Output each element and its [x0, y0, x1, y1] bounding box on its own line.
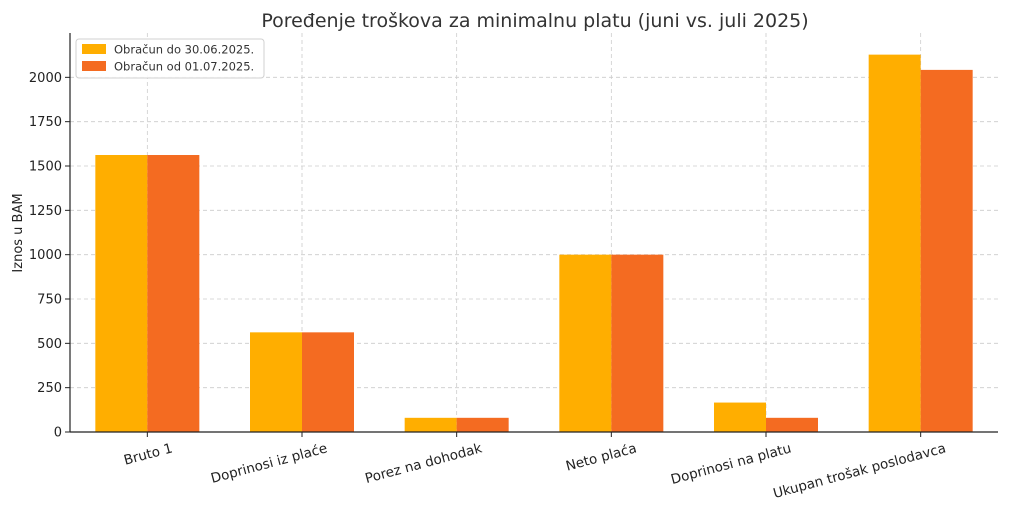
- bar: [147, 155, 200, 432]
- x-tick-label: Neto plaća: [564, 440, 638, 474]
- x-tick-label: Ukupan trošak poslodavca: [771, 440, 947, 502]
- bar: [766, 417, 818, 432]
- bar: [868, 54, 921, 432]
- y-tick-label: 750: [37, 293, 62, 308]
- bar: [920, 69, 973, 433]
- bar: [95, 155, 148, 432]
- legend-swatch: [82, 61, 106, 71]
- chart-title: Poređenje troškova za minimalnu platu (j…: [261, 10, 808, 32]
- x-tick-label: Porez na dohodak: [363, 440, 483, 487]
- bar: [302, 332, 354, 432]
- y-tick-label: 1250: [29, 204, 62, 219]
- bar: [404, 417, 457, 432]
- y-tick-label: 1000: [29, 248, 62, 263]
- x-tick-label: Doprinosi iz plaće: [209, 440, 329, 486]
- y-tick-label: 500: [37, 337, 62, 352]
- y-tick-label: 250: [37, 381, 62, 396]
- bar: [714, 402, 766, 432]
- bar: [456, 417, 509, 432]
- legend-label: Obračun od 01.07.2025.: [114, 60, 254, 74]
- bar: [250, 332, 302, 432]
- legend-label: Obračun do 30.06.2025.: [114, 43, 254, 57]
- legend: Obračun do 30.06.2025. Obračun od 01.07.2…: [75, 38, 265, 79]
- y-tick-label: 1750: [29, 115, 62, 130]
- legend-box: [75, 38, 265, 79]
- bar: [611, 254, 664, 432]
- y-tick-label: 2000: [29, 71, 62, 86]
- y-tick-label: 0: [54, 426, 62, 441]
- bars: [95, 54, 973, 433]
- y-axis-label: Iznos u BAM: [11, 193, 26, 272]
- y-tick-label: 1500: [29, 160, 62, 175]
- bar: [559, 254, 612, 432]
- grid-lines: [70, 33, 998, 432]
- x-tick-label: Bruto 1: [122, 440, 174, 468]
- legend-swatch: [82, 44, 106, 54]
- x-tick-label: Doprinosi na platu: [669, 440, 793, 488]
